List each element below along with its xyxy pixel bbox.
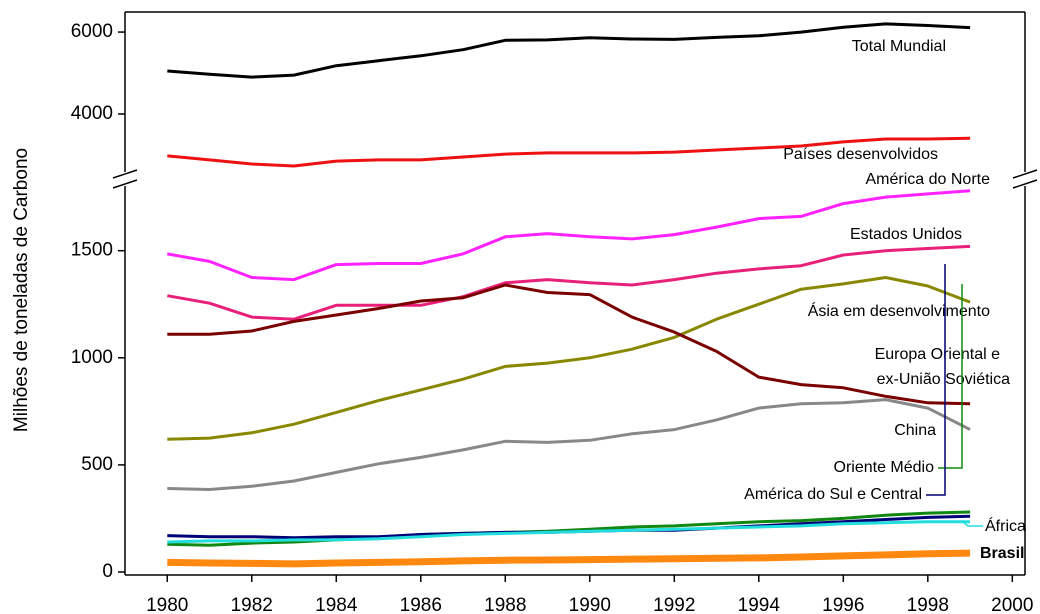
series-line xyxy=(167,520,971,544)
y-tick-label: 0 xyxy=(102,561,113,582)
x-tick-label: 1984 xyxy=(315,595,358,614)
series-label: China xyxy=(894,422,936,439)
y-tick-label: 1000 xyxy=(71,347,113,368)
series-label: Estados Unidos xyxy=(850,226,962,243)
leader-line xyxy=(938,284,963,469)
series-label: ex-União Soviética xyxy=(877,371,1011,388)
series-label: Total Mundial xyxy=(852,38,946,55)
series-label: África xyxy=(985,516,1026,535)
y-tick-label: 4000 xyxy=(71,103,113,124)
axis-break-mark xyxy=(112,169,138,179)
series-label: Países desenvolvidos xyxy=(783,146,938,163)
x-tick-label: 1998 xyxy=(907,595,949,614)
x-tick-label: 1994 xyxy=(738,595,781,614)
series-line xyxy=(167,22,971,79)
x-tick-label: 1986 xyxy=(400,595,442,614)
axis-break-mark xyxy=(112,179,138,189)
series-line xyxy=(167,276,971,441)
series-label: Europa Oriental e xyxy=(875,346,1001,363)
y-tick-label: 1500 xyxy=(71,240,113,261)
series-label: Oriente Médio xyxy=(834,459,935,476)
y-axis-label: Milhões de toneladas de Carbono xyxy=(11,148,32,432)
leader-line xyxy=(961,520,983,527)
x-tick-label: 1990 xyxy=(569,595,611,614)
y-tick-label: 6000 xyxy=(71,21,113,42)
series-line xyxy=(167,514,971,540)
series-line xyxy=(167,189,971,282)
series-label: Brasil xyxy=(980,545,1024,562)
x-tick-label: 1980 xyxy=(146,595,188,614)
y-tick-label: 500 xyxy=(81,454,113,475)
series-line xyxy=(167,398,971,491)
series-line xyxy=(167,136,971,168)
x-tick-label: 1988 xyxy=(484,595,526,614)
series-line xyxy=(167,510,971,547)
x-tick-label: 2000 xyxy=(991,595,1033,614)
axis-break-mark xyxy=(1012,179,1038,189)
series-label: América do Norte xyxy=(866,171,991,188)
series-line xyxy=(167,244,971,321)
x-tick-label: 1992 xyxy=(653,595,695,614)
x-tick-label: 1982 xyxy=(231,595,273,614)
leader-line xyxy=(926,264,946,496)
series-line xyxy=(167,549,971,568)
series-line xyxy=(167,283,971,406)
x-tick-label: 1996 xyxy=(822,595,864,614)
axis-break-mark xyxy=(1012,169,1038,179)
series-label: América do Sul e Central xyxy=(744,486,922,503)
